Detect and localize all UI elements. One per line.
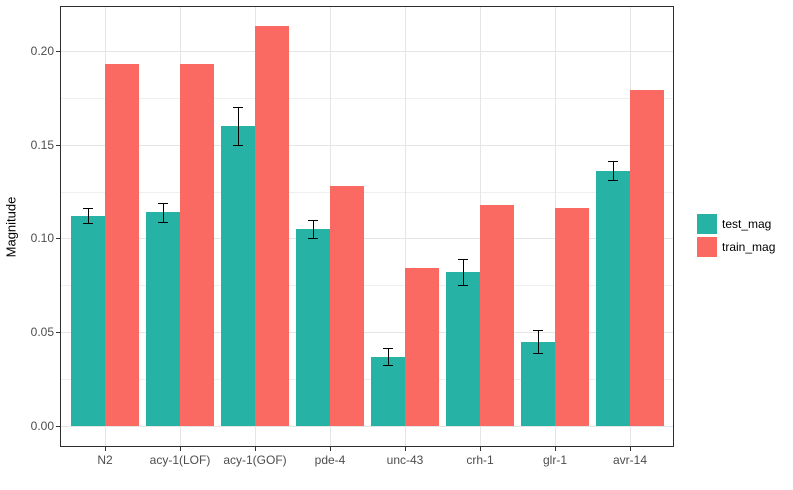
bar-train_mag-avr-14 <box>630 90 664 426</box>
y-axis-title: Magnitude <box>3 196 19 258</box>
bar-test_mag-crh-1 <box>446 272 480 426</box>
major-gridline <box>61 426 673 427</box>
minor-gridline <box>61 285 673 287</box>
error-bar-cap-top <box>533 330 543 332</box>
bar-test_mag-glr-1 <box>521 342 555 426</box>
error-bar-line <box>237 107 239 145</box>
minor-gridline <box>61 97 673 99</box>
legend-swatch-test_mag <box>697 214 717 234</box>
error-bar-cap-bottom <box>158 221 168 223</box>
x-axis-tick-label: crh-1 <box>466 453 494 467</box>
error-bar-line <box>387 348 389 366</box>
x-axis-tick-label: avr-14 <box>612 453 648 467</box>
major-gridline <box>61 50 673 52</box>
error-bar-line <box>537 330 539 353</box>
category-gridline <box>405 7 406 446</box>
error-bar-cap-top <box>83 208 93 210</box>
major-gridline <box>61 332 673 334</box>
x-axis-tick-label: acy-1(LOF) <box>149 453 211 467</box>
error-bar-cap-bottom <box>383 365 393 367</box>
y-axis-tick-label: 0.05 <box>30 325 54 340</box>
legend-swatch-train_mag <box>697 237 717 257</box>
error-bar-cap-bottom <box>233 144 243 146</box>
minor-gridline <box>61 379 673 381</box>
x-axis-tick <box>480 447 481 451</box>
bar-test_mag-acy-1(LOF) <box>146 212 180 426</box>
x-axis-tick <box>405 447 406 451</box>
error-bar-line <box>612 161 614 181</box>
legend-item-train_mag: train_mag <box>697 237 775 257</box>
bar-train_mag-acy-1(LOF) <box>180 64 214 426</box>
bar-test_mag-acy-1(GOF) <box>221 126 255 426</box>
legend-item-test_mag: test_mag <box>697 214 775 234</box>
y-axis-tick-label: 0.20 <box>30 43 54 58</box>
error-bar-cap-bottom <box>608 180 618 182</box>
error-bar-line <box>462 259 464 286</box>
bar-train_mag-pde-4 <box>330 186 364 426</box>
error-bar-line <box>87 208 89 224</box>
error-bar-cap-bottom <box>458 285 468 287</box>
bar-train_mag-acy-1(GOF) <box>255 26 289 426</box>
y-axis-tick-label: 0.15 <box>30 137 54 152</box>
error-bar-line <box>162 202 164 222</box>
bar-test_mag-unc-43 <box>371 357 405 426</box>
x-axis-tick-label: unc-43 <box>386 453 424 467</box>
x-axis-tick-label: N2 <box>97 453 113 467</box>
bar-test_mag-avr-14 <box>596 171 630 426</box>
bar-test_mag-pde-4 <box>296 229 330 426</box>
bar-train_mag-glr-1 <box>555 208 589 426</box>
x-axis-tick <box>180 447 181 451</box>
bar-train_mag-crh-1 <box>480 205 514 426</box>
y-axis-tick-label: 0.00 <box>30 419 54 433</box>
bar-train_mag-N2 <box>105 64 139 426</box>
legend: test_mag train_mag <box>697 214 775 260</box>
x-axis-tick <box>555 447 556 451</box>
bar-train_mag-unc-43 <box>405 268 439 426</box>
minor-gridline <box>61 191 673 193</box>
x-axis-tick <box>330 447 331 451</box>
error-bar-cap-top <box>608 161 618 163</box>
x-axis-tick <box>630 447 631 451</box>
x-axis-tick-label: pde-4 <box>314 453 346 467</box>
x-axis-tick-label: acy-1(GOF) <box>223 453 287 467</box>
legend-label: train_mag <box>722 240 776 254</box>
major-gridline <box>61 238 673 240</box>
bar-test_mag-N2 <box>71 216 105 426</box>
x-axis-tick <box>105 447 106 451</box>
major-gridline <box>61 144 673 146</box>
error-bar-cap-top <box>383 348 393 350</box>
x-axis-tick <box>255 447 256 451</box>
error-bar-cap-bottom <box>308 238 318 240</box>
error-bar-cap-bottom <box>83 223 93 225</box>
error-bar-cap-top <box>233 107 243 109</box>
error-bar-cap-top <box>308 219 318 221</box>
x-axis-tick-label: glr-1 <box>542 453 568 467</box>
error-bar-cap-top <box>158 202 168 204</box>
error-bar-cap-top <box>458 259 468 261</box>
error-bar-line <box>312 219 314 239</box>
plot-panel <box>60 6 674 447</box>
legend-label: test_mag <box>722 217 772 231</box>
error-bar-cap-bottom <box>533 352 543 354</box>
